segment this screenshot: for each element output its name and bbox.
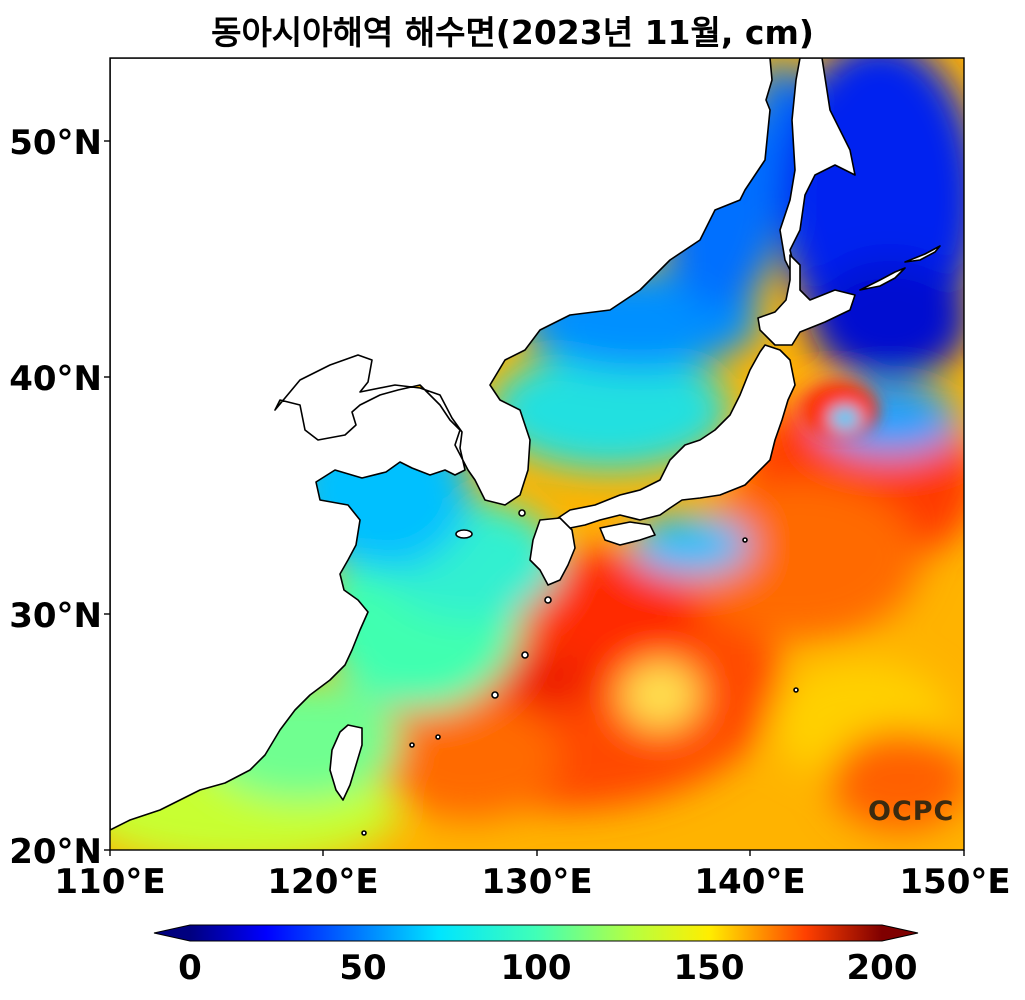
colorbar	[153, 924, 919, 942]
colorbar-tick-label: 150	[673, 948, 745, 988]
x-tick-label: 130°E	[481, 862, 593, 902]
x-tick-label: 140°E	[694, 862, 806, 902]
y-tick-label: 20°N	[9, 832, 102, 872]
x-tick-label: 150°E	[899, 862, 1011, 902]
y-tick-label: 40°N	[9, 359, 102, 399]
axis-ticks	[104, 140, 965, 856]
y-tick-label: 30°N	[9, 596, 102, 636]
x-tick-label: 110°E	[54, 862, 166, 902]
land-masses	[110, 58, 941, 836]
ocpc-logo: OCPC	[868, 796, 955, 827]
x-tick-label: 120°E	[267, 862, 379, 902]
colorbar-tick-label: 50	[339, 948, 387, 988]
y-tick-label: 50°N	[9, 123, 102, 163]
map-title: 동아시아해역 해수면(2023년 11월, cm)	[211, 13, 814, 52]
colorbar-tick-label: 100	[500, 948, 572, 988]
colorbar-tick-label: 0	[178, 948, 202, 988]
colorbar-tick-label: 200	[846, 948, 918, 988]
sea-level-field	[110, 58, 964, 850]
